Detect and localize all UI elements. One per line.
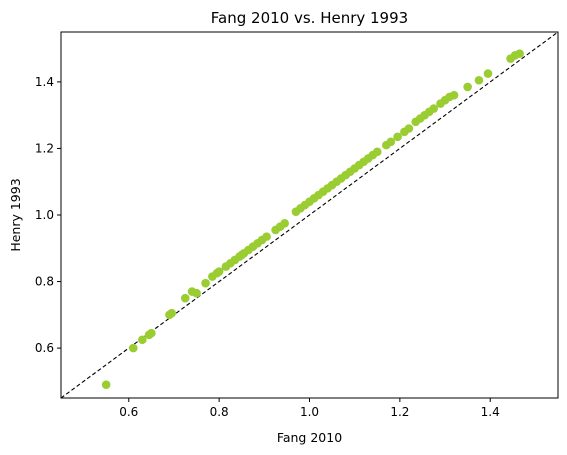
data-point-24 <box>262 232 271 241</box>
data-point-7 <box>180 293 190 303</box>
data-point-46 <box>372 147 382 157</box>
data-point-63 <box>483 69 493 78</box>
y-tick-label: 1.4 <box>35 75 54 89</box>
data-point-66 <box>515 49 524 58</box>
x-tick-label: 0.6 <box>119 405 138 419</box>
data-point-6 <box>167 308 176 318</box>
data-points-layer <box>101 49 524 389</box>
data-point-48 <box>386 137 396 147</box>
plot-frame <box>60 31 559 399</box>
y-axis-label: Henry 1993 <box>8 178 23 251</box>
data-point-27 <box>280 219 289 228</box>
y-tick-label: 1.2 <box>35 141 54 155</box>
data-point-4 <box>147 328 156 338</box>
data-point-9 <box>192 288 201 298</box>
y-axis-ticks: 0.6 0.8 1.0 1.2 1.4 <box>35 75 61 355</box>
data-point-13 <box>214 267 224 276</box>
data-point-62 <box>474 75 484 85</box>
y-tick-label: 1.0 <box>35 208 54 222</box>
x-axis-label: Fang 2010 <box>277 430 342 445</box>
x-axis-ticks: 0.6 0.8 1.0 1.2 1.4 <box>119 398 500 419</box>
data-point-10 <box>201 278 210 288</box>
data-point-0 <box>101 380 111 389</box>
data-point-61 <box>463 82 472 92</box>
x-tick-label: 1.2 <box>390 405 409 419</box>
x-tick-label: 1.0 <box>300 405 319 419</box>
data-point-56 <box>429 104 439 113</box>
data-point-49 <box>393 132 402 142</box>
data-point-1 <box>128 343 138 353</box>
reference-line <box>61 32 558 398</box>
y-tick-label: 0.8 <box>35 275 54 289</box>
data-point-60 <box>449 90 459 100</box>
chart-title: Fang 2010 vs. Henry 1993 <box>211 9 408 27</box>
reference-line-layer <box>61 32 558 398</box>
data-point-2 <box>138 335 147 345</box>
x-tick-label: 1.4 <box>481 405 500 419</box>
y-tick-label: 0.6 <box>35 341 54 355</box>
data-point-51 <box>404 124 414 133</box>
x-tick-label: 0.8 <box>210 405 229 419</box>
